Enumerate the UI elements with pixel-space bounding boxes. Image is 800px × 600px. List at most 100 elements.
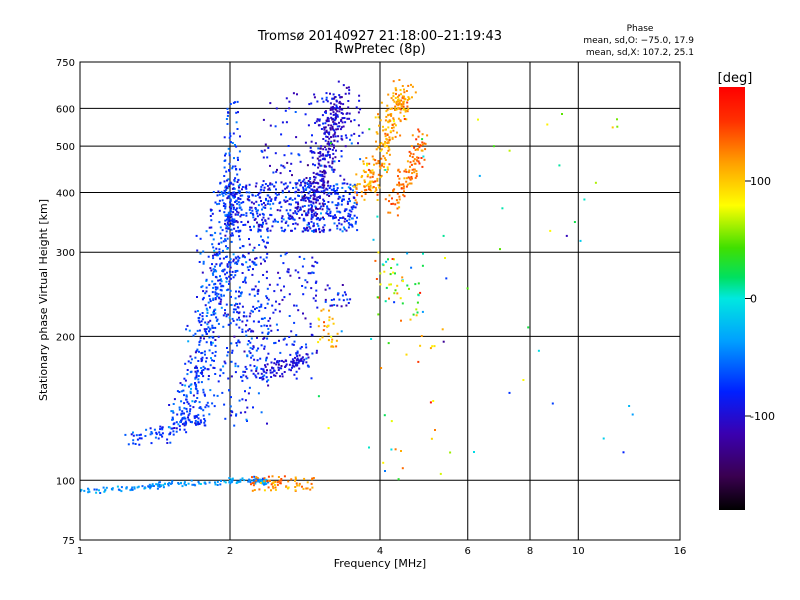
data-point (312, 209, 315, 212)
data-point (260, 372, 263, 375)
data-point (269, 102, 272, 105)
data-point (263, 189, 265, 192)
data-point (373, 163, 375, 166)
data-point (236, 260, 239, 263)
data-point (230, 210, 232, 213)
data-point (234, 101, 236, 104)
data-point (351, 225, 354, 228)
data-point (294, 478, 297, 481)
data-point (262, 377, 265, 380)
data-point (264, 260, 266, 263)
data-point (231, 349, 234, 352)
data-point (375, 131, 378, 134)
data-point (311, 264, 314, 267)
data-point (242, 255, 245, 258)
colorbar-tick-label: 0 (750, 293, 757, 306)
data-point (239, 198, 242, 201)
data-point (211, 272, 214, 275)
data-point (315, 349, 318, 352)
data-point (331, 201, 334, 204)
data-point (214, 297, 217, 299)
data-point (271, 371, 274, 374)
data-point (339, 174, 342, 177)
data-point (356, 194, 359, 197)
data-point (279, 201, 282, 204)
data-point (328, 195, 331, 197)
data-point (386, 168, 389, 171)
data-point (318, 155, 321, 158)
data-point (234, 365, 237, 368)
data-point (327, 339, 330, 342)
data-point (244, 276, 247, 279)
data-point (301, 196, 304, 199)
data-point (226, 107, 229, 110)
data-point (228, 481, 231, 484)
data-point (290, 203, 292, 206)
data-point (139, 433, 142, 436)
y-tick-label: 400 (56, 188, 75, 199)
data-point (242, 315, 245, 318)
data-point (280, 220, 283, 223)
data-point (230, 182, 233, 185)
data-point (347, 222, 350, 224)
data-point (390, 448, 393, 451)
data-point (343, 178, 346, 181)
data-point (203, 418, 206, 420)
data-point (306, 183, 309, 185)
data-point (262, 368, 265, 371)
data-point (354, 222, 357, 225)
data-point (403, 118, 406, 120)
data-point (214, 275, 217, 278)
data-point (222, 270, 225, 273)
data-point (245, 324, 248, 327)
data-point (409, 154, 411, 157)
data-point (241, 320, 244, 323)
y-tick-label: 500 (56, 142, 75, 153)
data-point (285, 485, 287, 488)
data-point (329, 156, 331, 159)
data-point (335, 128, 338, 131)
data-point (394, 106, 397, 109)
data-point (325, 98, 328, 101)
data-point (383, 414, 386, 417)
data-point (354, 220, 357, 223)
data-point (208, 349, 211, 352)
data-point (196, 249, 199, 252)
data-point (246, 198, 249, 201)
data-point (302, 293, 305, 296)
data-point (414, 149, 417, 151)
data-point (317, 162, 320, 165)
data-point (398, 195, 401, 198)
data-point (413, 158, 416, 161)
data-point (274, 125, 277, 128)
data-point (204, 330, 207, 333)
data-point (305, 487, 308, 490)
data-point (248, 350, 251, 353)
data-point (267, 379, 270, 382)
data-point (205, 290, 208, 293)
data-point (210, 219, 213, 222)
data-point (250, 483, 252, 486)
data-point (288, 214, 291, 217)
data-point (551, 402, 554, 405)
data-point (274, 341, 277, 344)
data-point (234, 274, 237, 277)
data-point (240, 292, 243, 295)
data-point (211, 359, 214, 362)
data-point (95, 488, 98, 491)
data-point (225, 280, 228, 283)
data-point (417, 128, 420, 131)
data-point (184, 384, 187, 387)
data-point (307, 272, 310, 275)
data-point (444, 257, 446, 259)
data-point (387, 141, 390, 144)
data-point (318, 118, 321, 121)
data-point (342, 216, 345, 219)
data-point (281, 375, 284, 378)
data-point (195, 365, 198, 368)
data-point (278, 310, 281, 313)
data-point (215, 263, 218, 266)
data-point (255, 376, 258, 379)
data-point (336, 115, 339, 118)
data-point (225, 224, 228, 227)
